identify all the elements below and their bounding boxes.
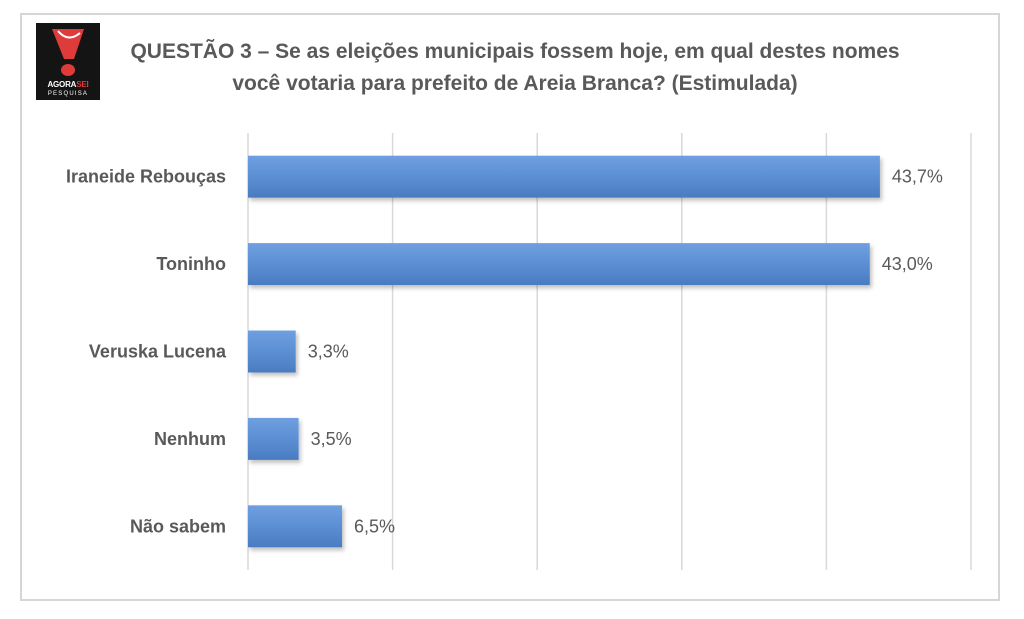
chart-title: QUESTÃO 3 – Se as eleições municipais fo… <box>130 40 900 95</box>
bar-1 <box>248 243 870 286</box>
bar-2 <box>248 330 296 373</box>
logo-brand-part1: AGORA <box>47 80 77 89</box>
exclamation-logo-icon <box>52 29 84 76</box>
category-label: Não sabem <box>130 516 226 536</box>
logo-brand-text: AGORASEI <box>36 80 100 90</box>
value-label: 3,5% <box>311 429 352 449</box>
category-label: Veruska Lucena <box>89 342 227 362</box>
value-label: 43,0% <box>882 254 933 274</box>
bar-4 <box>248 505 342 548</box>
chart-frame <box>20 13 1000 601</box>
agorasei-logo: AGORASEI PESQUISA <box>36 23 100 100</box>
value-label: 6,5% <box>354 516 395 536</box>
value-label: 43,7% <box>892 167 943 187</box>
bars <box>248 155 880 548</box>
bar-0 <box>248 155 880 198</box>
category-label: Toninho <box>156 254 226 274</box>
gridlines <box>247 133 972 570</box>
labels: Iraneide Rebouças 43,7% Toninho 43,0% Verusk… <box>66 167 943 537</box>
logo-brand-part2: SEI <box>76 80 89 89</box>
logo-subtitle: PESQUISA <box>47 91 89 97</box>
bar-3 <box>248 417 299 460</box>
value-label: 3,3% <box>308 342 349 362</box>
category-label: Iraneide Rebouças <box>66 167 226 187</box>
category-label: Nenhum <box>154 429 226 449</box>
